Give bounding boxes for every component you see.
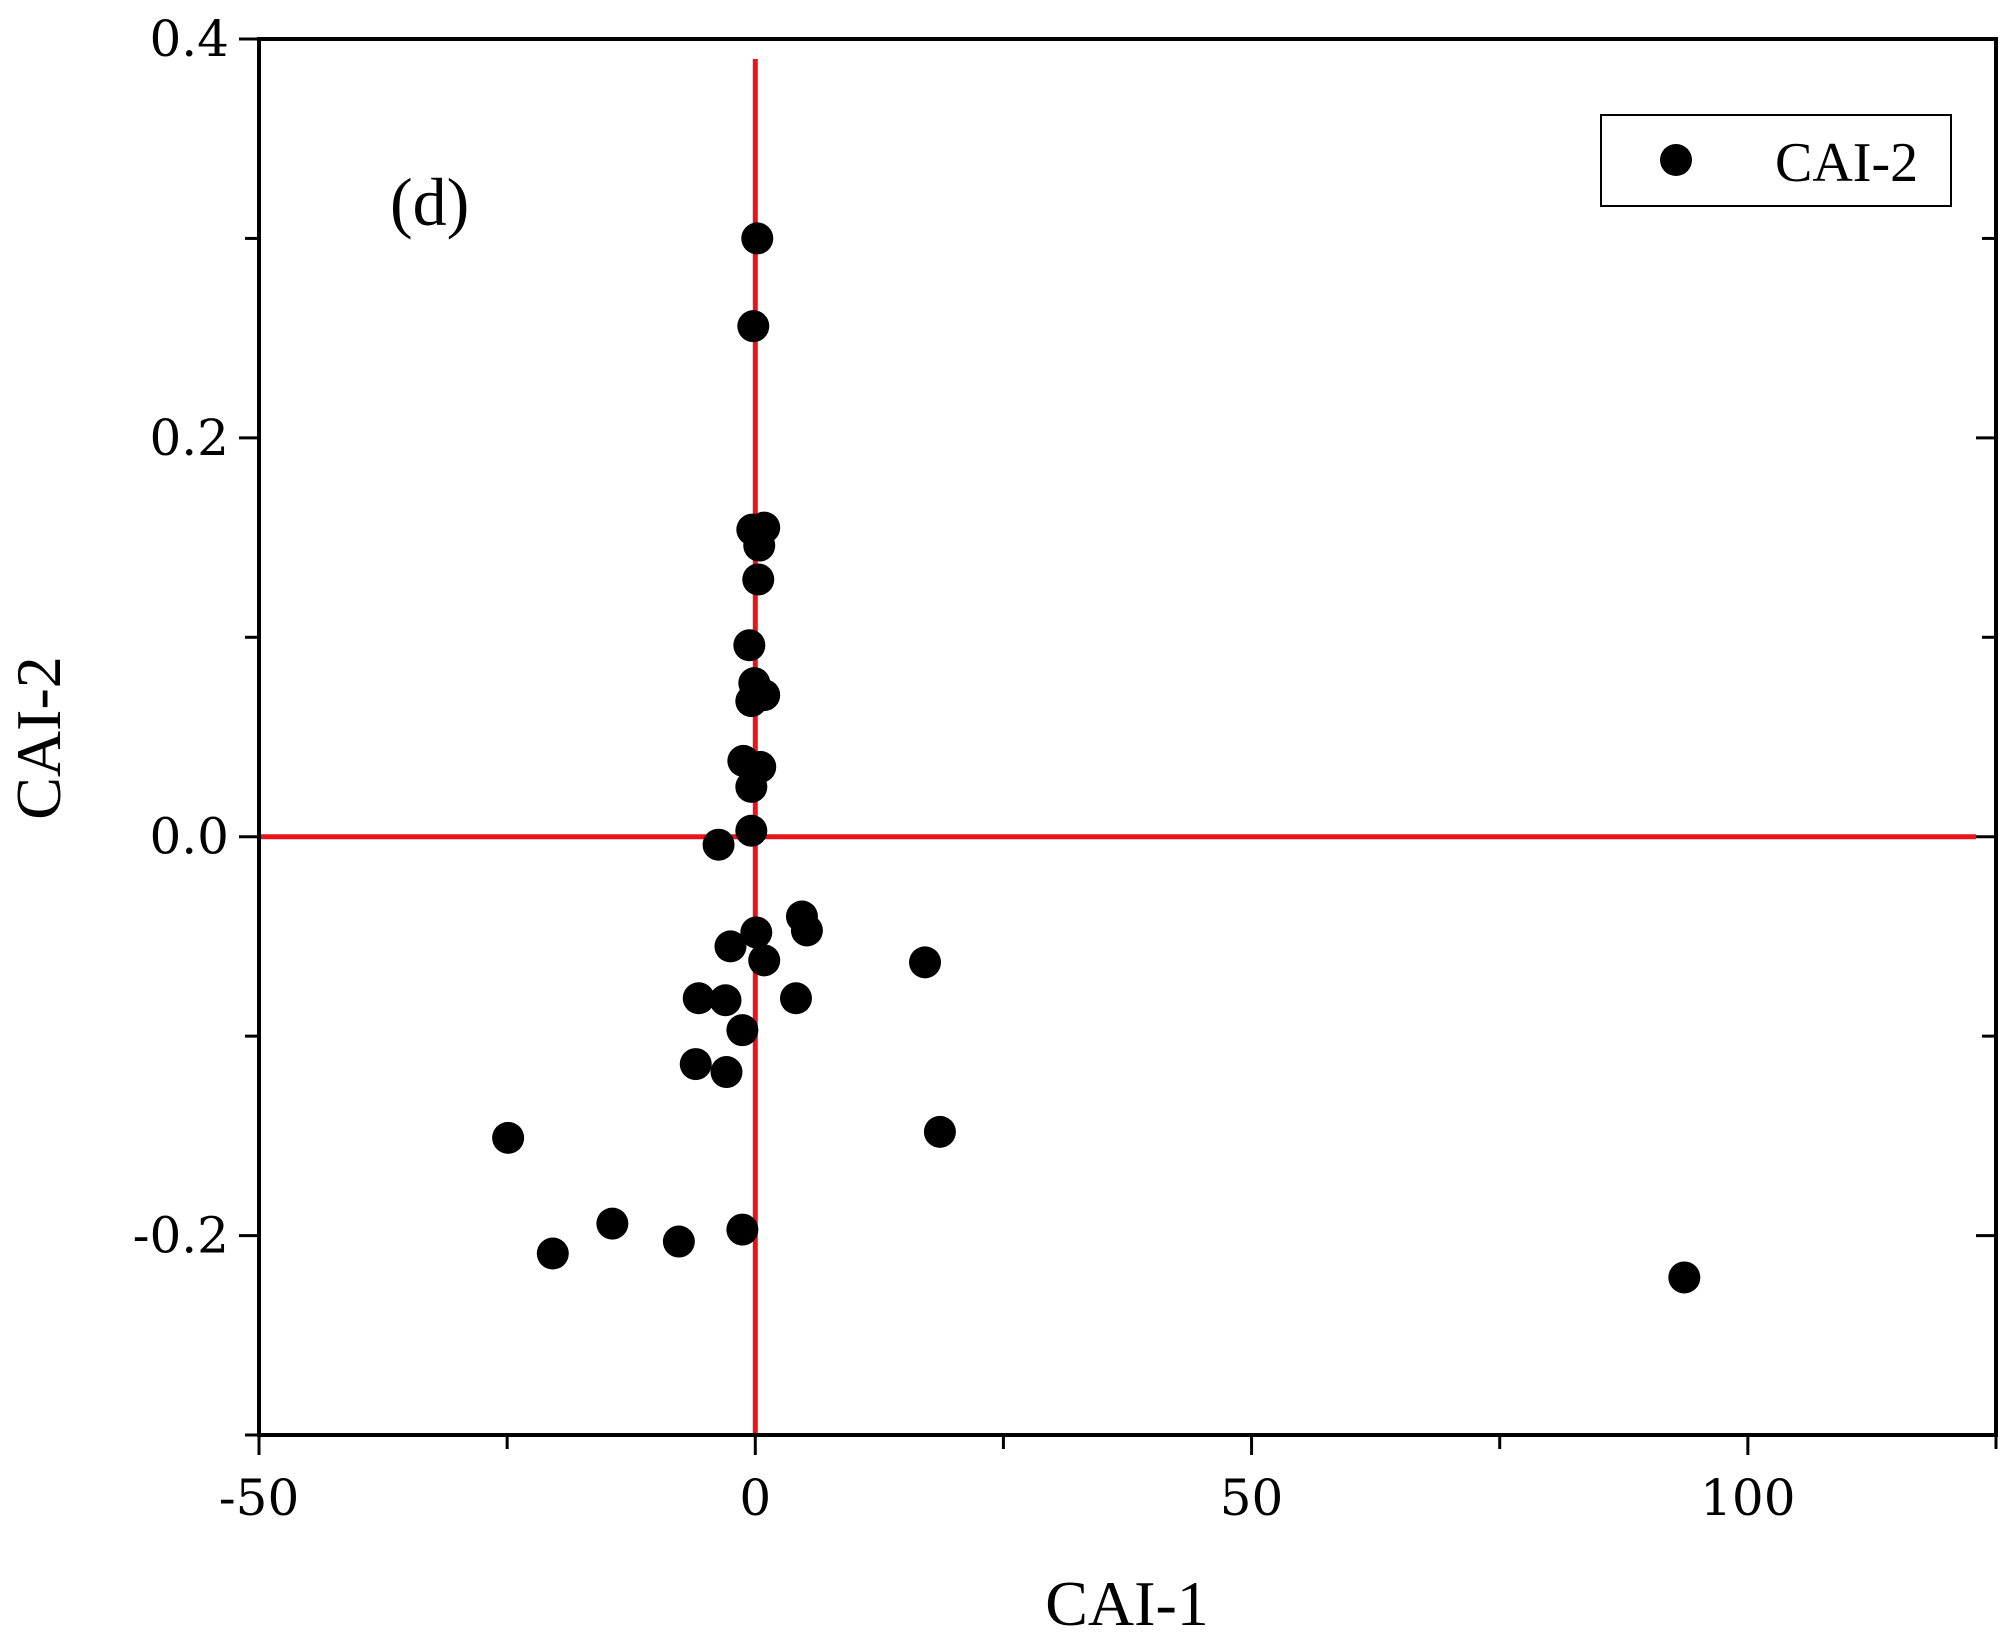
data-point	[779, 982, 812, 1015]
data-point	[536, 1237, 569, 1270]
reference-lines	[259, 59, 1976, 1435]
plot-frame	[257, 37, 1998, 1437]
data-point	[733, 629, 766, 662]
y-axis-title: CAI-2	[3, 656, 74, 820]
axis-ticks: -50 0 50 100 -0.2 0.0 0.2 0.4	[133, 10, 1998, 1527]
panel-label: (d)	[390, 164, 469, 240]
y-tick-label: 0.0	[149, 808, 229, 866]
data-point	[741, 222, 774, 255]
x-tick-label: 100	[1700, 1469, 1795, 1527]
y-tick-label: -0.2	[133, 1207, 229, 1265]
data-points	[492, 222, 1701, 1294]
data-point	[923, 1115, 956, 1148]
data-point	[748, 944, 781, 977]
x-tick-label: 0	[739, 1469, 771, 1527]
data-point	[743, 529, 776, 562]
data-point	[714, 930, 747, 963]
legend-box	[1600, 114, 1952, 207]
x-axis-title: CAI-1	[1045, 1568, 1209, 1639]
data-point	[596, 1207, 629, 1240]
data-point	[790, 914, 823, 947]
data-point	[726, 1213, 759, 1246]
data-point	[679, 1048, 712, 1081]
x-tick-label: 50	[1220, 1469, 1284, 1527]
data-point	[709, 984, 742, 1017]
data-point	[735, 685, 768, 718]
legend-label: CAI-2	[1775, 132, 1918, 194]
legend-marker-icon	[1660, 144, 1692, 176]
x-tick-label: -50	[219, 1469, 300, 1527]
y-tick-label: 0.4	[149, 10, 229, 68]
data-point	[492, 1121, 525, 1154]
data-point	[735, 814, 768, 847]
data-point	[682, 982, 715, 1015]
data-point	[662, 1225, 695, 1258]
data-point	[740, 916, 773, 949]
legend: CAI-2	[1600, 114, 1952, 207]
data-point	[1668, 1261, 1701, 1294]
y-tick-label: 0.2	[149, 409, 229, 467]
data-point	[710, 1056, 743, 1089]
data-point	[726, 1014, 759, 1047]
data-point	[737, 310, 770, 343]
data-point	[742, 563, 775, 596]
data-point	[735, 770, 768, 803]
data-point	[909, 946, 942, 979]
data-point	[702, 828, 735, 861]
